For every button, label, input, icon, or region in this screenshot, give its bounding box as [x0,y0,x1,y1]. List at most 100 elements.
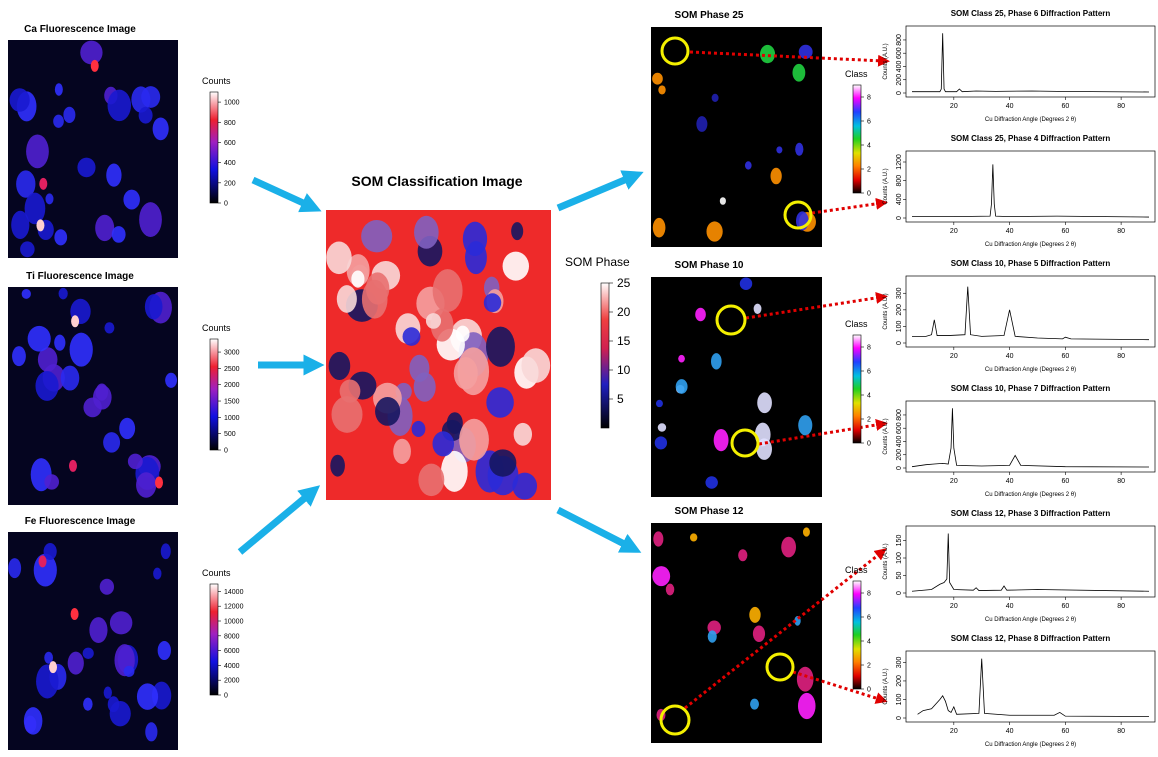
y-tick-label: 800 [896,175,903,187]
colorbar [853,85,861,193]
image-feature [59,288,68,299]
plot-frame [906,651,1155,722]
colorbar-tick-label: 800 [224,120,236,127]
colorbar-tick-label: 14000 [224,589,244,596]
x-tick-label: 80 [1117,103,1125,110]
line [912,33,1149,92]
x-tick-label: 80 [1117,478,1125,485]
image-feature [720,197,726,205]
colorbar-tick-label: 25 [617,276,631,290]
colorbar-tick-label: 20 [617,305,631,319]
image-feature [158,641,171,660]
y-tick-label: 0 [896,716,903,720]
line [912,164,1149,217]
image-feature [110,611,132,634]
colorbar-tick-label: 500 [224,431,236,438]
colorbar-tick-label: 600 [224,140,236,147]
colorbar-tick-label: 0 [224,201,228,208]
x-tick-label: 80 [1117,353,1125,360]
arrow [558,510,632,548]
y-axis-label: Counts (A.U.) [883,668,889,704]
image-feature [89,617,107,643]
colorbar-tick-label: 1500 [224,399,240,406]
arrow [558,176,634,208]
image-feature [108,696,120,712]
image-hotspot [69,460,77,472]
panel-title: SOM Phase 25 [675,10,744,21]
image-feature [798,415,812,435]
y-tick-label: 0 [896,341,903,345]
image-feature [108,90,131,121]
image-hotspot [36,219,44,231]
image-feature [337,285,357,313]
image-feature [63,107,75,123]
colorbar [210,92,218,203]
image-feature [145,294,163,319]
x-tick-label: 80 [1117,728,1125,735]
image-feature [20,241,35,257]
image-feature [104,322,114,333]
x-tick-label: 60 [1061,353,1069,360]
figure: Ca Fluorescence ImageCounts0200400600800… [0,0,1158,757]
arrow [240,492,312,552]
colorbar [210,339,218,450]
x-tick-label: 20 [950,603,958,610]
x-tick-label: 20 [950,103,958,110]
y-tick-label: 800 [896,409,903,421]
image-hotspot [49,661,57,673]
image-feature [750,699,759,710]
colorbar-tick-label: 2 [867,167,871,174]
image-feature [54,229,67,245]
image-feature [706,221,722,241]
image-feature [80,41,102,65]
x-tick-label: 60 [1061,603,1069,610]
image-feature [463,222,487,256]
y-tick-label: 0 [896,91,903,95]
image-feature [123,190,140,210]
image-feature [83,648,94,659]
colorbar-tick-label: 200 [224,180,236,187]
chart-title: SOM Class 25, Phase 4 Diffraction Patter… [951,134,1111,143]
image-feature [708,630,717,642]
colorbar-tick-label: 0 [224,693,228,700]
colorbar-tick-label: 0 [224,448,228,455]
plot-frame [906,526,1155,597]
colorbar [601,283,609,428]
y-tick-label: 100 [896,694,903,706]
image-feature [124,666,135,677]
image-feature [95,215,114,241]
image-feature [96,384,108,401]
y-tick-label: 200 [896,74,903,86]
colorbar [853,581,861,689]
image-feature [798,693,816,719]
colorbar-tick-label: 2000 [224,678,240,685]
colorbar-label: Class [845,565,868,575]
image-feature [45,193,53,204]
image-feature [418,464,444,496]
image-feature [10,88,30,112]
panel-title: Ca Fluorescence Image [24,24,136,35]
colorbar-tick-label: 10 [617,363,631,377]
image-background [651,523,822,743]
panel-title: SOM Phase 10 [675,260,744,271]
y-tick-label: 0 [896,216,903,220]
image-feature [795,143,803,156]
colorbar [853,335,861,443]
y-tick-label: 150 [896,535,903,547]
x-tick-label: 20 [950,228,958,235]
y-tick-label: 400 [896,61,903,73]
plot-frame [906,151,1155,222]
image-hotspot [71,315,79,327]
image-feature [409,355,429,382]
image-feature [329,352,351,380]
line [918,659,1149,717]
y-tick-label: 50 [896,572,903,580]
y-tick-label: 300 [896,656,903,668]
colorbar-tick-label: 8 [867,95,871,102]
y-axis-label: Counts (A.U.) [883,168,889,204]
image-feature [22,289,31,299]
y-tick-label: 0 [896,591,903,595]
colorbar-tick-label: 2500 [224,366,240,373]
y-axis-label: Counts (A.U.) [883,43,889,79]
image-feature [104,687,112,699]
